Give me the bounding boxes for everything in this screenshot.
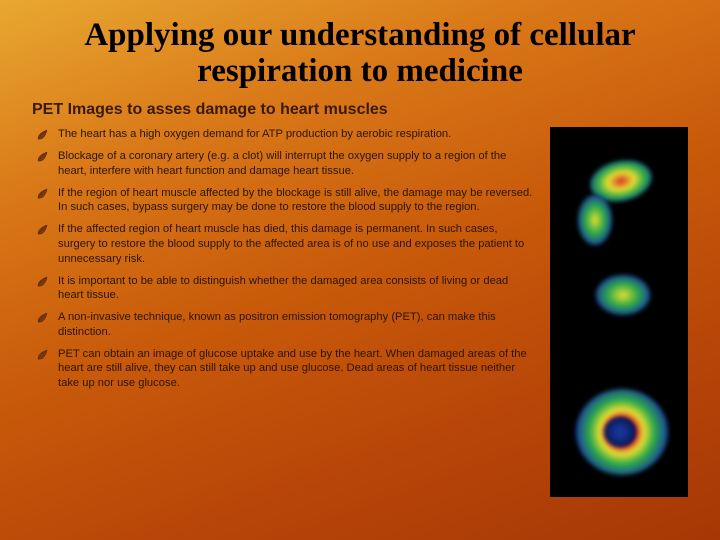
list-item: If the region of heart muscle affected b…	[32, 186, 536, 216]
list-item: A non-invasive technique, known as posit…	[32, 310, 536, 340]
leaf-icon	[36, 188, 48, 200]
leaf-icon	[36, 312, 48, 324]
slide-title: Applying our understanding of cellular r…	[32, 18, 688, 89]
pet-scan-image	[550, 127, 688, 497]
bullet-text: If the region of heart muscle affected b…	[58, 187, 532, 214]
bullet-text: If the affected region of heart muscle h…	[58, 223, 524, 265]
content-row: The heart has a high oxygen demand for A…	[32, 127, 688, 497]
bullet-text: PET can obtain an image of glucose uptak…	[58, 348, 527, 390]
pet-blob	[578, 195, 612, 245]
list-item: If the affected region of heart muscle h…	[32, 222, 536, 266]
leaf-icon	[36, 129, 48, 141]
list-item: It is important to be able to distinguis…	[32, 274, 536, 304]
list-item: Blockage of a coronary artery (e.g. a cl…	[32, 149, 536, 179]
list-item: PET can obtain an image of glucose uptak…	[32, 347, 536, 391]
bullet-text: Blockage of a coronary artery (e.g. a cl…	[58, 150, 506, 177]
slide-subtitle: PET Images to asses damage to heart musc…	[32, 101, 688, 119]
bullet-text: It is important to be able to distinguis…	[58, 275, 508, 302]
list-item: The heart has a high oxygen demand for A…	[32, 127, 536, 142]
leaf-icon	[36, 276, 48, 288]
slide-container: Applying our understanding of cellular r…	[0, 0, 720, 540]
bullet-text: A non-invasive technique, known as posit…	[58, 311, 496, 338]
leaf-icon	[36, 151, 48, 163]
bullet-list: The heart has a high oxygen demand for A…	[32, 127, 540, 497]
bullet-text: The heart has a high oxygen demand for A…	[58, 128, 451, 140]
pet-blob	[596, 275, 650, 315]
leaf-icon	[36, 224, 48, 236]
leaf-icon	[36, 349, 48, 361]
